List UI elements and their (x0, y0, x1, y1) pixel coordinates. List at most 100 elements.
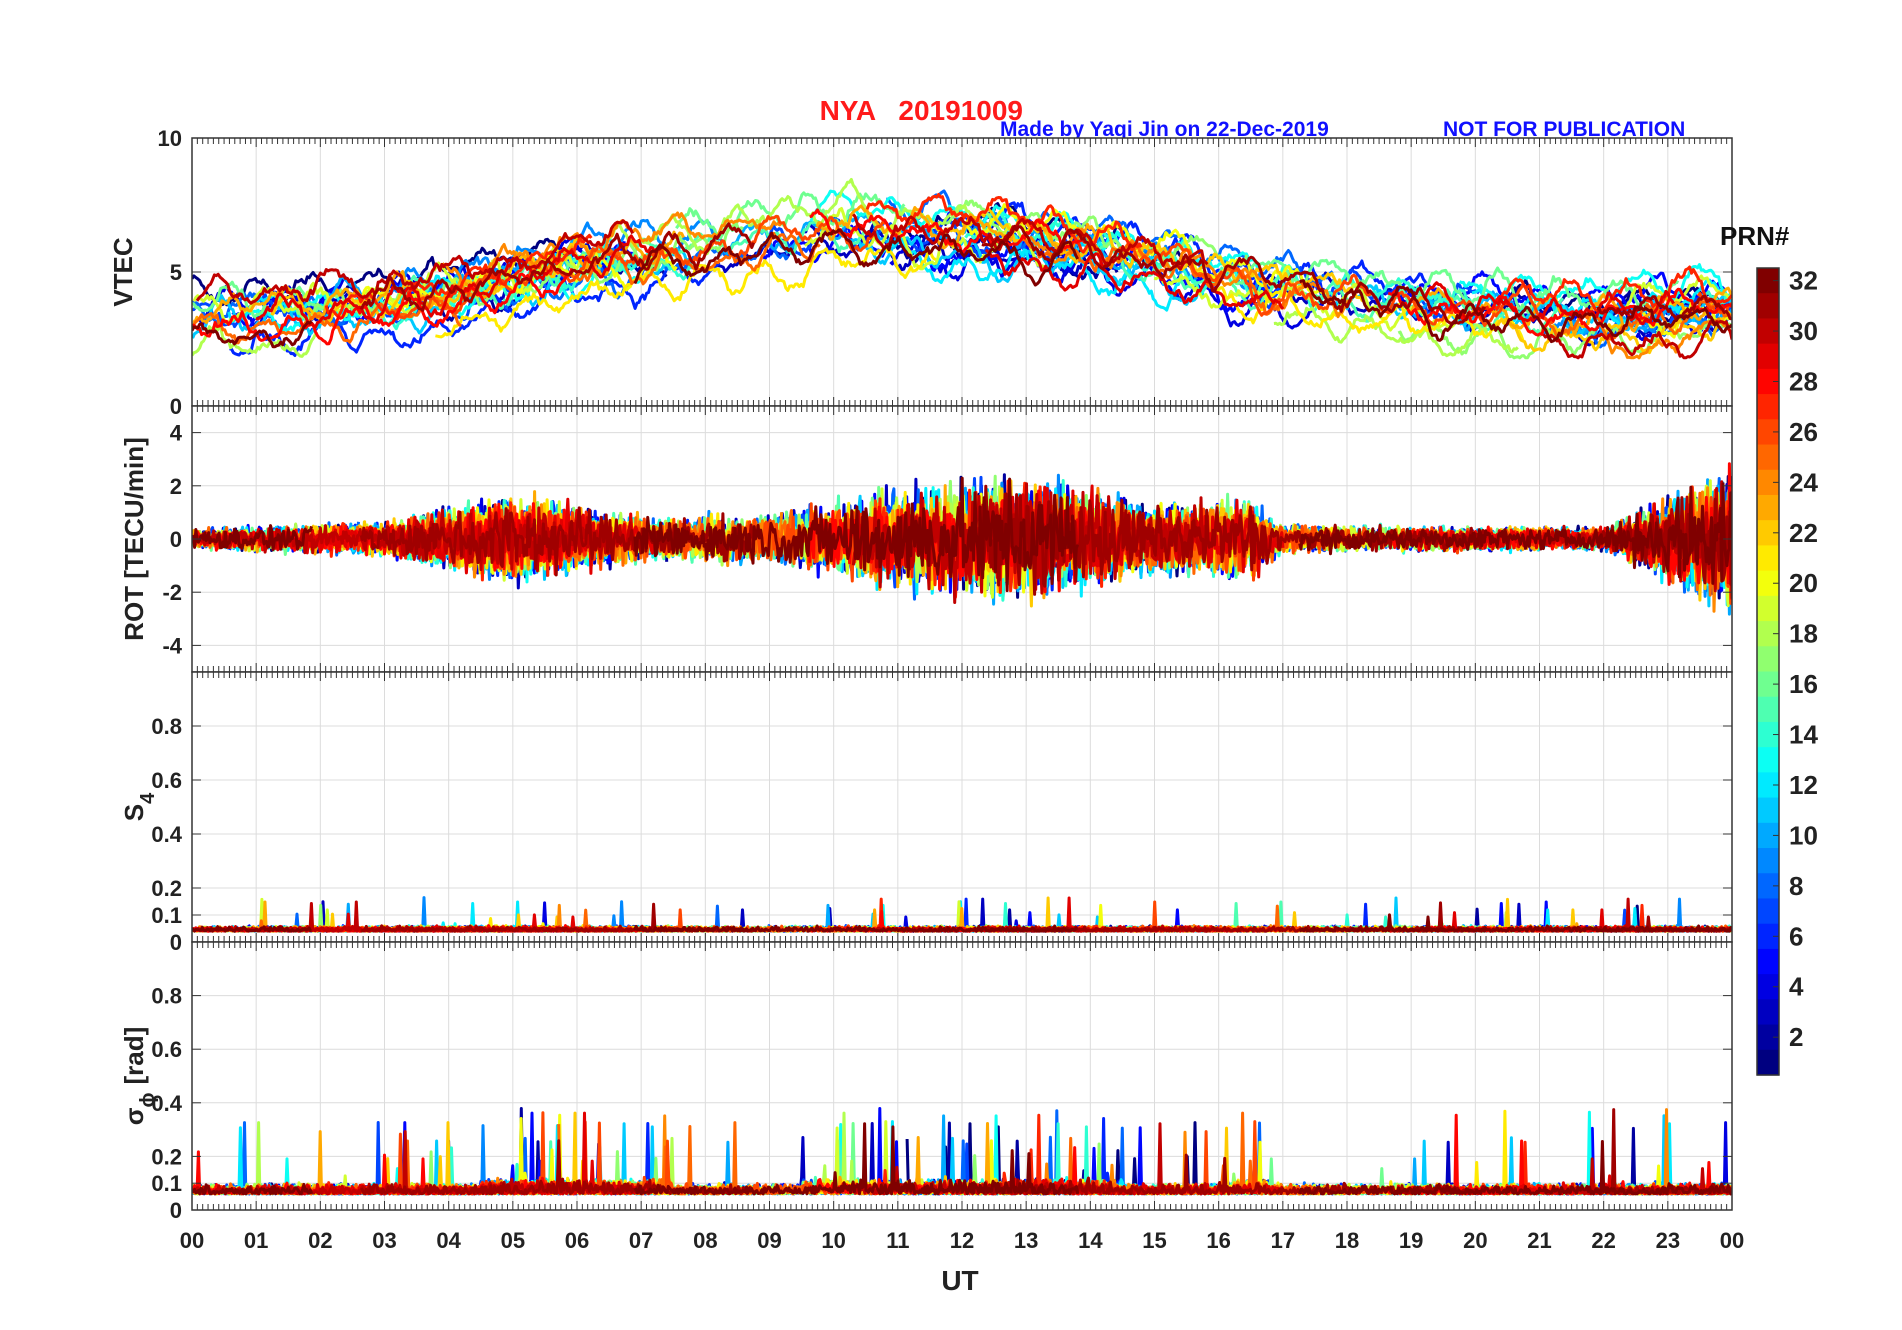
x-tick-label: 10 (821, 1228, 845, 1253)
series-line-prn-32 (1299, 913, 1732, 933)
series-line-prn-21 (1215, 286, 1525, 341)
series-line-prn-31 (981, 224, 1486, 325)
colorbar-swatch (1757, 898, 1779, 925)
x-tick-label: 04 (436, 1228, 461, 1253)
colorbar-swatch (1757, 570, 1779, 597)
x-tick-label: 14 (1078, 1228, 1103, 1253)
y-tick-label: 0.8 (151, 984, 182, 1009)
colorbar-swatch (1757, 293, 1779, 320)
x-tick-label: 17 (1271, 1228, 1295, 1253)
series-line-prn-13 (251, 257, 657, 333)
series-line-prn-30 (195, 219, 634, 305)
series-line-prn-20 (359, 244, 678, 314)
x-tick-label: 01 (244, 1228, 268, 1253)
y-tick-label: 0.1 (151, 903, 182, 928)
x-tick-label: 12 (950, 1228, 974, 1253)
series-line-prn-19 (1623, 274, 1732, 310)
panel-VTEC: 0 5 10 VTEC (108, 126, 1733, 419)
colorbar-tick-label: 12 (1789, 770, 1818, 800)
series-line-prn-26 (1127, 241, 1555, 327)
series-line-prn-31 (981, 1153, 1487, 1196)
y-tick-label: 0 (170, 394, 182, 419)
colorbar-tick-label: 18 (1789, 619, 1818, 649)
x-tick-label: 15 (1142, 1228, 1166, 1253)
x-tick-label: 22 (1591, 1228, 1615, 1253)
y-tick-label: 0.6 (151, 1037, 182, 1062)
colorbar-swatch (1757, 671, 1779, 698)
series-group (192, 177, 1732, 360)
colorbar-swatch (1757, 318, 1779, 345)
x-tick-label: 06 (565, 1228, 589, 1253)
series-line-prn-28 (1388, 287, 1732, 337)
colorbar-swatch (1757, 848, 1779, 874)
x-tick-label: 23 (1656, 1228, 1680, 1253)
colorbar-tick-label: 8 (1789, 871, 1803, 901)
series-line-prn-12 (875, 237, 1182, 312)
colorbar-frame (1756, 267, 1780, 1076)
panel-S4: 00.10.2 0.4 0.6 0.8 S4 (119, 671, 1733, 955)
colorbar-tick-label: 6 (1789, 921, 1803, 951)
colorbar-swatch (1757, 772, 1779, 799)
colorbar-swatch (1757, 268, 1779, 294)
colorbar-tick-label: 2 (1789, 1022, 1803, 1052)
y-tick-label: 0.4 (151, 822, 182, 847)
colorbar-title: PRN# (1720, 221, 1790, 251)
series-line-prn-28 (192, 267, 574, 346)
x-tick-label: 02 (308, 1228, 332, 1253)
colorbar-swatch (1757, 822, 1779, 849)
series-line-prn-32 (192, 1182, 314, 1196)
colorbar-swatch (1757, 520, 1779, 547)
colorbar-swatch (1757, 999, 1779, 1026)
y-tick-label: -2 (162, 580, 182, 605)
series-line-prn-30 (1542, 319, 1732, 360)
series-line-prn-30 (852, 213, 1209, 271)
colorbar-swatch (1757, 923, 1779, 950)
colorbar-swatch (1757, 444, 1779, 471)
colorbar-swatch (1757, 873, 1779, 900)
colorbar-swatch (1757, 419, 1779, 446)
series-line-prn-30 (851, 482, 1209, 604)
colorbar-tick-label: 4 (1789, 972, 1804, 1002)
series-line-prn-17 (945, 199, 1249, 273)
colorbar-tick-label: 16 (1789, 669, 1818, 699)
y-axis-label: VTEC (108, 237, 138, 307)
colorbar-tick-label: 26 (1789, 417, 1818, 447)
colorbar-swatch (1757, 595, 1779, 622)
series-line-prn-27 (1480, 265, 1732, 315)
y-tick-label: 0.1 (151, 1171, 182, 1196)
colorbar-swatch (1757, 1024, 1779, 1051)
y-tick-label: 0 (170, 527, 182, 552)
series-line-prn-32 (192, 320, 313, 349)
colorbar-swatch (1757, 545, 1779, 572)
x-tick-label: 18 (1335, 1228, 1359, 1253)
y-tick-label: 5 (170, 260, 182, 285)
series-line-prn-29 (984, 248, 1285, 310)
series-line-prn-32 (633, 924, 1079, 933)
series-group (192, 1107, 1732, 1196)
y-tick-label: 0.2 (151, 876, 182, 901)
series-line-prn-32 (1299, 279, 1732, 344)
y-tick-label: 0 (170, 1198, 182, 1223)
series-line-prn-32 (1298, 482, 1732, 585)
x-tick-label: 19 (1399, 1228, 1423, 1253)
x-tick-label: 00 (1720, 1228, 1744, 1253)
x-tick-label: 20 (1463, 1228, 1487, 1253)
series-line-prn-31 (359, 506, 756, 577)
y-axis-label: S4 (119, 792, 159, 821)
colorbar-swatch (1757, 948, 1779, 975)
series-line-prn-31 (359, 222, 756, 312)
y-tick-label: 0.6 (151, 768, 182, 793)
series-line-prn-32 (1298, 1140, 1732, 1196)
colorbar-tick-label: 32 (1789, 266, 1818, 296)
y-tick-label: 0 (170, 930, 182, 955)
colorbar-swatch (1757, 721, 1779, 748)
series-line-prn-16 (675, 191, 906, 240)
y-tick-label: -4 (162, 633, 182, 658)
colorbar-swatch (1757, 368, 1779, 395)
credit-text: Made by Yaqi Jin on 22-Dec-2019 (1000, 118, 1329, 141)
series-line-prn-25 (1021, 237, 1315, 316)
colorbar-swatch (1757, 621, 1779, 647)
x-axis-label: UT (941, 1265, 978, 1296)
colorbar-tick-label: 10 (1789, 820, 1818, 850)
